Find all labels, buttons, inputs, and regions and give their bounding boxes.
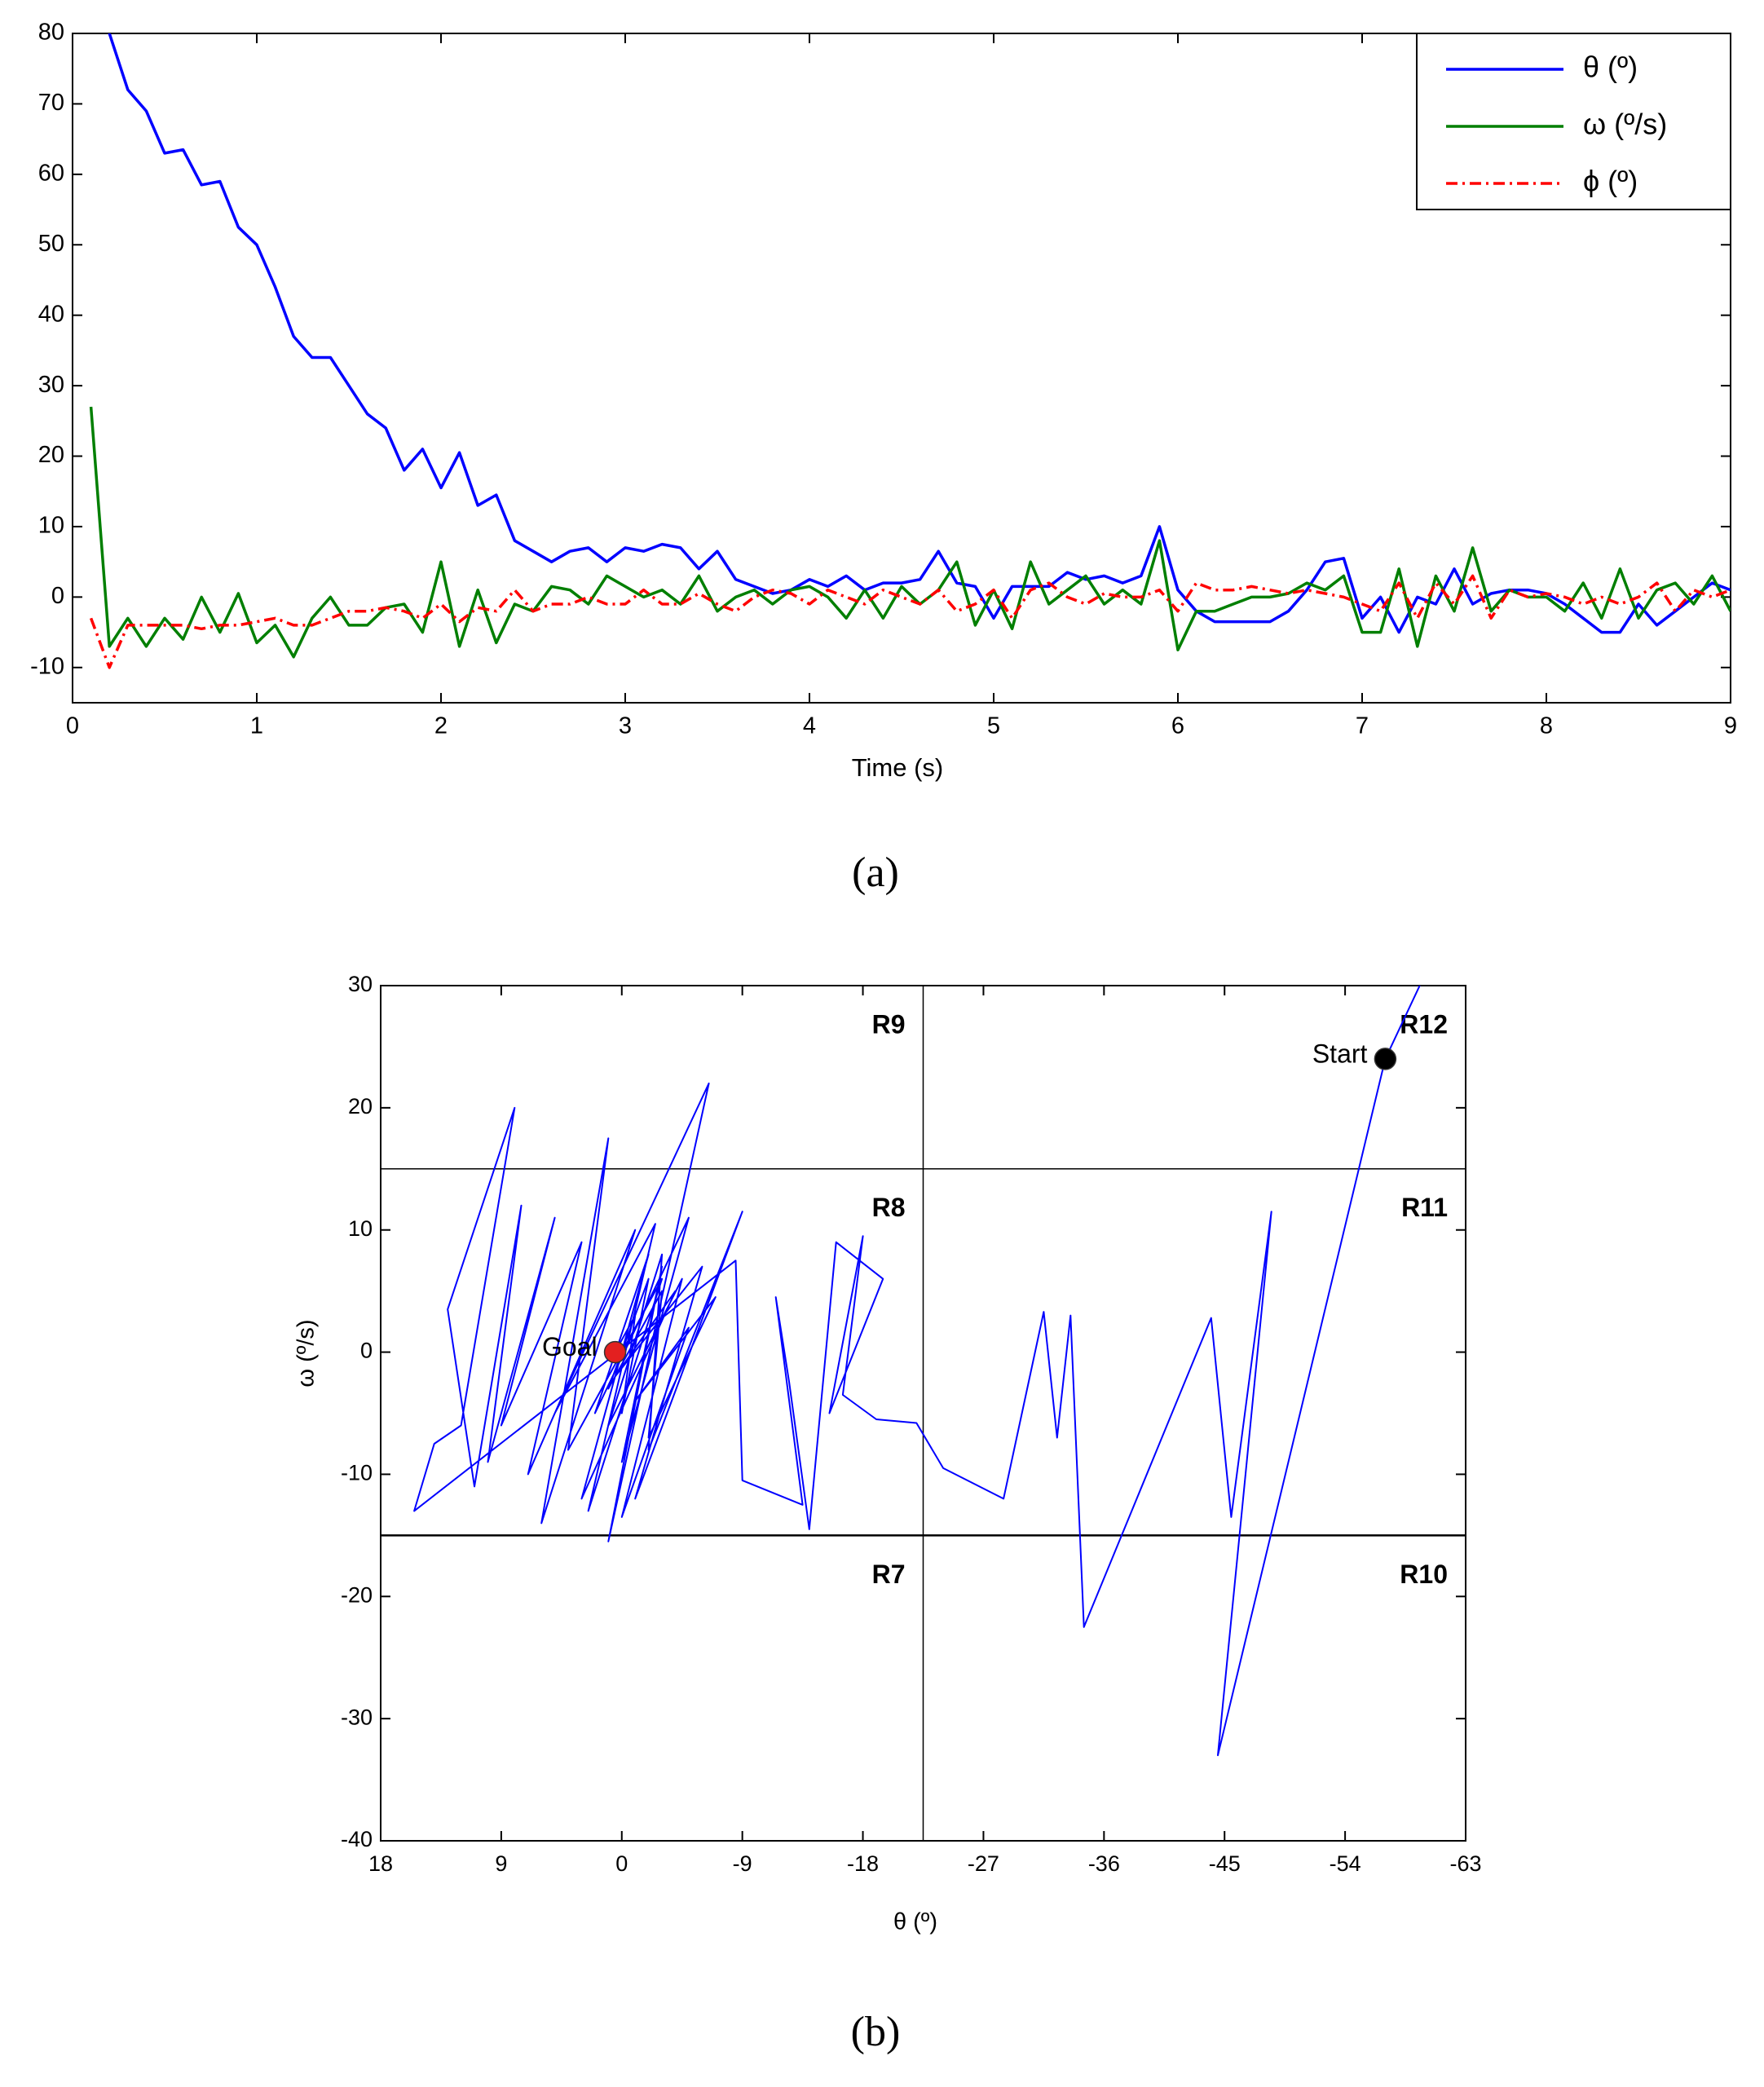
y-tick-label: 50 <box>38 231 64 257</box>
chart: 0 1 2 3 4 5 6 7 8 9 -10 0 10 20 30 40 50 60 70 80 Time (s) (a… <box>30 20 1737 896</box>
x-tick-label: 6 <box>1171 713 1184 739</box>
chart: 18 9 0 -9 -18 -27 -36 -45 -54 -63 -40 -30 -20 -10 0 10 2… <box>293 972 1482 2055</box>
x-tick-label: 4 <box>803 713 816 739</box>
x-tick-label: -36 <box>1088 1851 1120 1876</box>
series-line <box>89 574 1731 669</box>
region-label: R10 <box>1400 1560 1448 1589</box>
y-axis-label: ω (º/s) <box>293 1319 320 1387</box>
y-tick-label: 30 <box>38 372 64 398</box>
x-tick-label: 5 <box>987 713 1000 739</box>
y-tick-label: 10 <box>38 513 64 539</box>
y-tick-label: -40 <box>341 1827 373 1851</box>
series-line <box>413 986 1421 1757</box>
y-tick-label: 40 <box>38 301 64 327</box>
x-axis-label: Time (s) <box>852 753 944 782</box>
y-tick-label: 30 <box>348 972 373 996</box>
x-tick-label: -27 <box>968 1851 999 1876</box>
legend-box <box>1416 33 1731 210</box>
region-label: R9 <box>872 1009 906 1039</box>
y-tick-label: 20 <box>38 442 64 468</box>
y-tick-label: -10 <box>30 653 64 679</box>
series-line <box>89 406 1731 659</box>
x-tick-label: -18 <box>847 1851 879 1876</box>
x-tick-label: 8 <box>1540 713 1553 739</box>
x-tick-label: 2 <box>434 713 448 739</box>
y-tick-label: 20 <box>348 1094 373 1119</box>
y-tick-label: 80 <box>38 20 64 46</box>
y-tick-label: -30 <box>341 1705 373 1729</box>
y-tick-label: -10 <box>341 1461 373 1485</box>
legend-label: ϕ (º) <box>1583 165 1638 198</box>
x-tick-label: 0 <box>615 1851 628 1876</box>
x-tick-label: -63 <box>1449 1851 1481 1876</box>
marker-label: Goal <box>542 1332 598 1361</box>
region-label: R11 <box>1401 1193 1448 1222</box>
x-tick-label: 9 <box>1724 713 1737 739</box>
region-label: R8 <box>872 1193 906 1222</box>
x-tick-label: 7 <box>1356 713 1369 739</box>
y-tick-label: 70 <box>38 90 64 116</box>
x-tick-label: 1 <box>250 713 263 739</box>
caption: (a) <box>852 849 899 896</box>
legend-label: θ (º) <box>1583 51 1638 84</box>
marker-point <box>1374 1048 1397 1070</box>
marker-point <box>603 1340 627 1364</box>
x-tick-label: -9 <box>733 1851 752 1876</box>
region-label: R7 <box>872 1560 906 1589</box>
x-axis-label: θ (º) <box>893 1909 937 1935</box>
y-tick-label: -20 <box>341 1582 373 1607</box>
x-tick-label: 9 <box>495 1851 507 1876</box>
marker-label: Start <box>1312 1039 1368 1068</box>
region-label: R12 <box>1400 1009 1448 1039</box>
y-tick-label: 60 <box>38 160 64 186</box>
x-tick-label: -54 <box>1330 1851 1361 1876</box>
plot-frame <box>72 33 1731 704</box>
x-tick-label: 18 <box>368 1851 393 1876</box>
x-tick-label: 3 <box>619 713 632 739</box>
y-tick-label: 0 <box>360 1339 373 1363</box>
y-tick-label: 10 <box>348 1216 373 1241</box>
legend-label: ω (º/s) <box>1583 108 1667 141</box>
caption: (b) <box>851 2009 901 2055</box>
x-tick-label: 0 <box>66 713 79 739</box>
x-tick-label: -45 <box>1209 1851 1241 1876</box>
y-tick-label: 0 <box>51 583 64 609</box>
series-line <box>108 33 1731 634</box>
